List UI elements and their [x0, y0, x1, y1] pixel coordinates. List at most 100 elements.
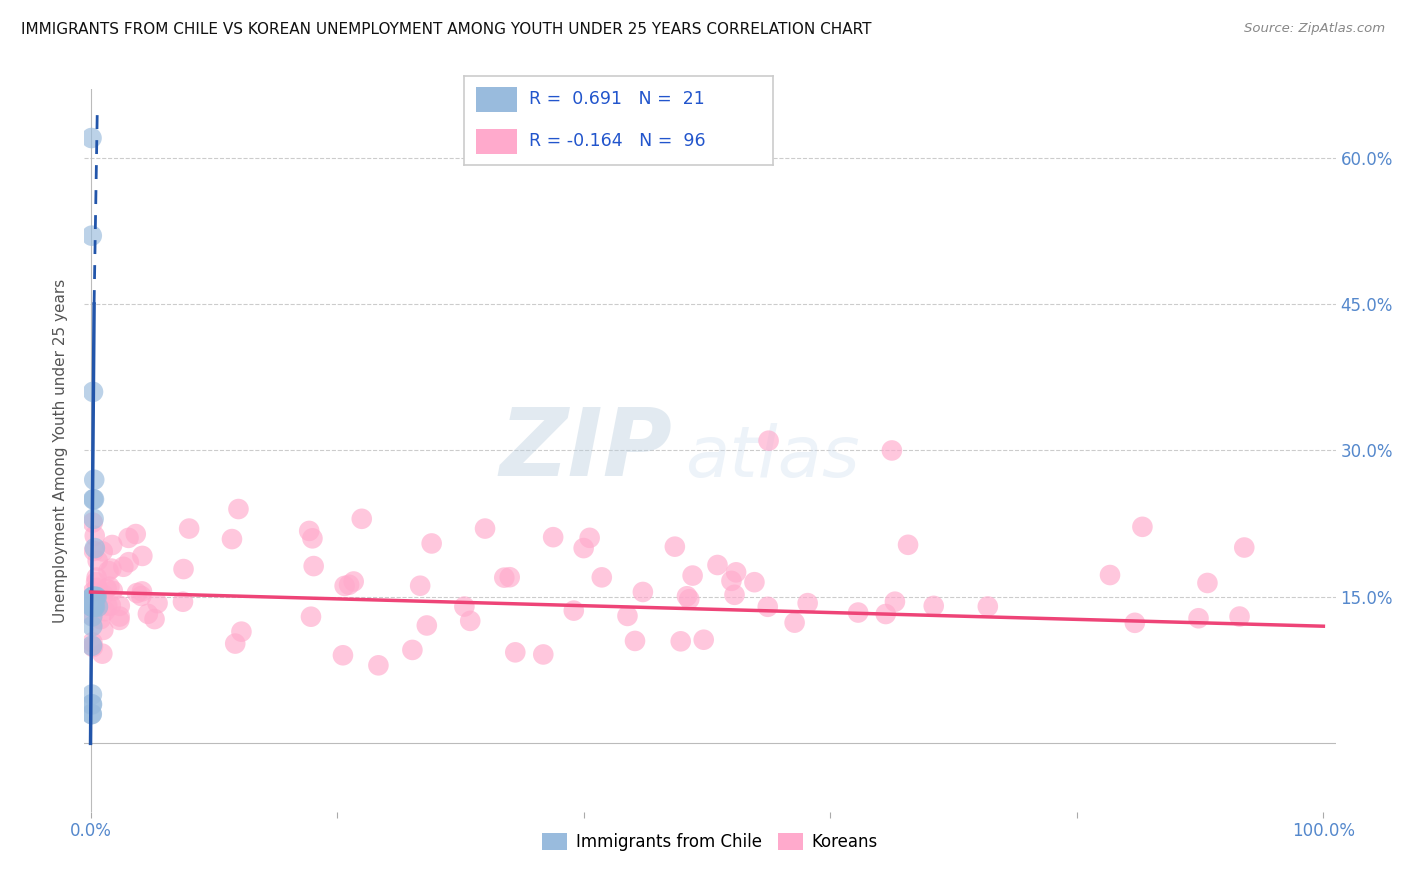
Point	[82, 516, 104, 530]
Point	[108, 599, 131, 613]
Point	[401, 643, 423, 657]
Point	[80, 698, 103, 712]
Point	[676, 589, 699, 603]
Point	[682, 568, 704, 582]
Point	[884, 595, 907, 609]
Point	[83, 599, 105, 614]
Point	[80, 639, 103, 653]
Point	[333, 579, 356, 593]
Point	[84, 590, 107, 604]
Point	[100, 599, 122, 613]
Point	[453, 599, 475, 614]
Point	[756, 599, 779, 614]
Y-axis label: Unemployment Among Youth under 25 years: Unemployment Among Youth under 25 years	[53, 278, 69, 623]
Point	[94, 604, 117, 618]
Point	[146, 596, 169, 610]
Point	[298, 524, 321, 538]
Legend: Immigrants from Chile, Koreans: Immigrants from Chile, Koreans	[536, 826, 884, 857]
Point	[80, 131, 103, 145]
Point	[228, 502, 250, 516]
Point	[131, 584, 153, 599]
Point	[87, 599, 110, 614]
Point	[221, 532, 243, 546]
Point	[531, 648, 554, 662]
Point	[846, 606, 869, 620]
Point	[706, 558, 728, 572]
Point	[179, 522, 201, 536]
Point	[80, 698, 103, 712]
Point	[96, 582, 118, 596]
Point	[578, 531, 600, 545]
Point	[80, 688, 103, 702]
Point	[96, 599, 118, 613]
Point	[350, 512, 373, 526]
Point	[664, 540, 686, 554]
Point	[416, 618, 439, 632]
Text: Source: ZipAtlas.com: Source: ZipAtlas.com	[1244, 22, 1385, 36]
Point	[82, 609, 104, 624]
Point	[367, 658, 389, 673]
Point	[880, 443, 903, 458]
Text: ZIP: ZIP	[499, 404, 672, 497]
Point	[83, 541, 105, 555]
Point	[80, 707, 103, 722]
Point	[82, 590, 104, 604]
Bar	[477, 129, 516, 154]
Point	[1197, 576, 1219, 591]
Text: R = -0.164   N =  96: R = -0.164 N = 96	[529, 132, 706, 151]
Point	[112, 559, 135, 574]
Point	[91, 544, 114, 558]
Point	[337, 578, 360, 592]
Point	[101, 538, 124, 552]
Point	[1098, 568, 1121, 582]
Point	[98, 580, 121, 594]
Point	[624, 634, 647, 648]
Point	[173, 562, 195, 576]
Point	[136, 607, 159, 621]
Point	[91, 623, 114, 637]
Point	[93, 588, 115, 602]
Point	[669, 634, 692, 648]
Point	[572, 541, 595, 555]
Text: R =  0.691   N =  21: R = 0.691 N = 21	[529, 89, 704, 108]
Point	[117, 531, 139, 545]
Point	[86, 581, 108, 595]
Point	[143, 612, 166, 626]
Point	[83, 544, 105, 558]
Point	[299, 609, 322, 624]
Point	[82, 599, 104, 614]
Point	[108, 609, 131, 624]
Point	[301, 532, 323, 546]
Text: IMMIGRANTS FROM CHILE VS KOREAN UNEMPLOYMENT AMONG YOUTH UNDER 25 YEARS CORRELAT: IMMIGRANTS FROM CHILE VS KOREAN UNEMPLOY…	[21, 22, 872, 37]
Point	[332, 648, 354, 663]
Point	[125, 586, 148, 600]
Point	[82, 590, 104, 604]
Point	[125, 527, 148, 541]
Point	[875, 607, 897, 621]
Point	[82, 635, 104, 649]
Point	[82, 619, 104, 633]
Point	[503, 645, 526, 659]
Point	[82, 640, 104, 654]
Point	[758, 434, 780, 448]
Point	[90, 612, 112, 626]
Point	[82, 599, 104, 614]
Point	[693, 632, 716, 647]
Point	[80, 608, 103, 623]
Point	[83, 473, 105, 487]
Point	[82, 599, 104, 614]
Point	[1132, 520, 1154, 534]
Point	[108, 613, 131, 627]
Point	[82, 584, 104, 599]
Point	[86, 590, 108, 604]
Point	[591, 570, 613, 584]
Point	[131, 589, 153, 603]
Point	[131, 549, 153, 563]
Point	[82, 599, 104, 614]
Point	[118, 555, 141, 569]
Point	[83, 599, 105, 614]
Point	[678, 592, 700, 607]
Point	[409, 579, 432, 593]
Point	[744, 575, 766, 590]
Bar	[477, 87, 516, 112]
